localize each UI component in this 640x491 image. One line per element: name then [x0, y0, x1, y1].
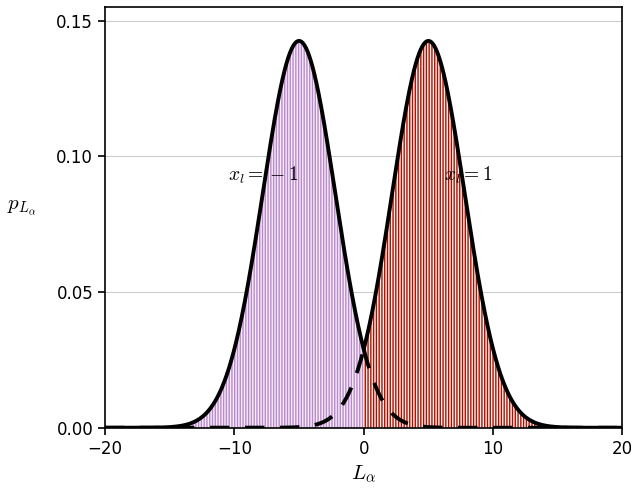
- Text: $x_l = 1$: $x_l = 1$: [444, 164, 492, 186]
- X-axis label: $L_{\alpha}$: $L_{\alpha}$: [351, 463, 376, 484]
- Text: $x_l = -1$: $x_l = -1$: [228, 164, 298, 186]
- Y-axis label: $p_{L_{\alpha}}$: $p_{L_{\alpha}}$: [7, 197, 36, 218]
